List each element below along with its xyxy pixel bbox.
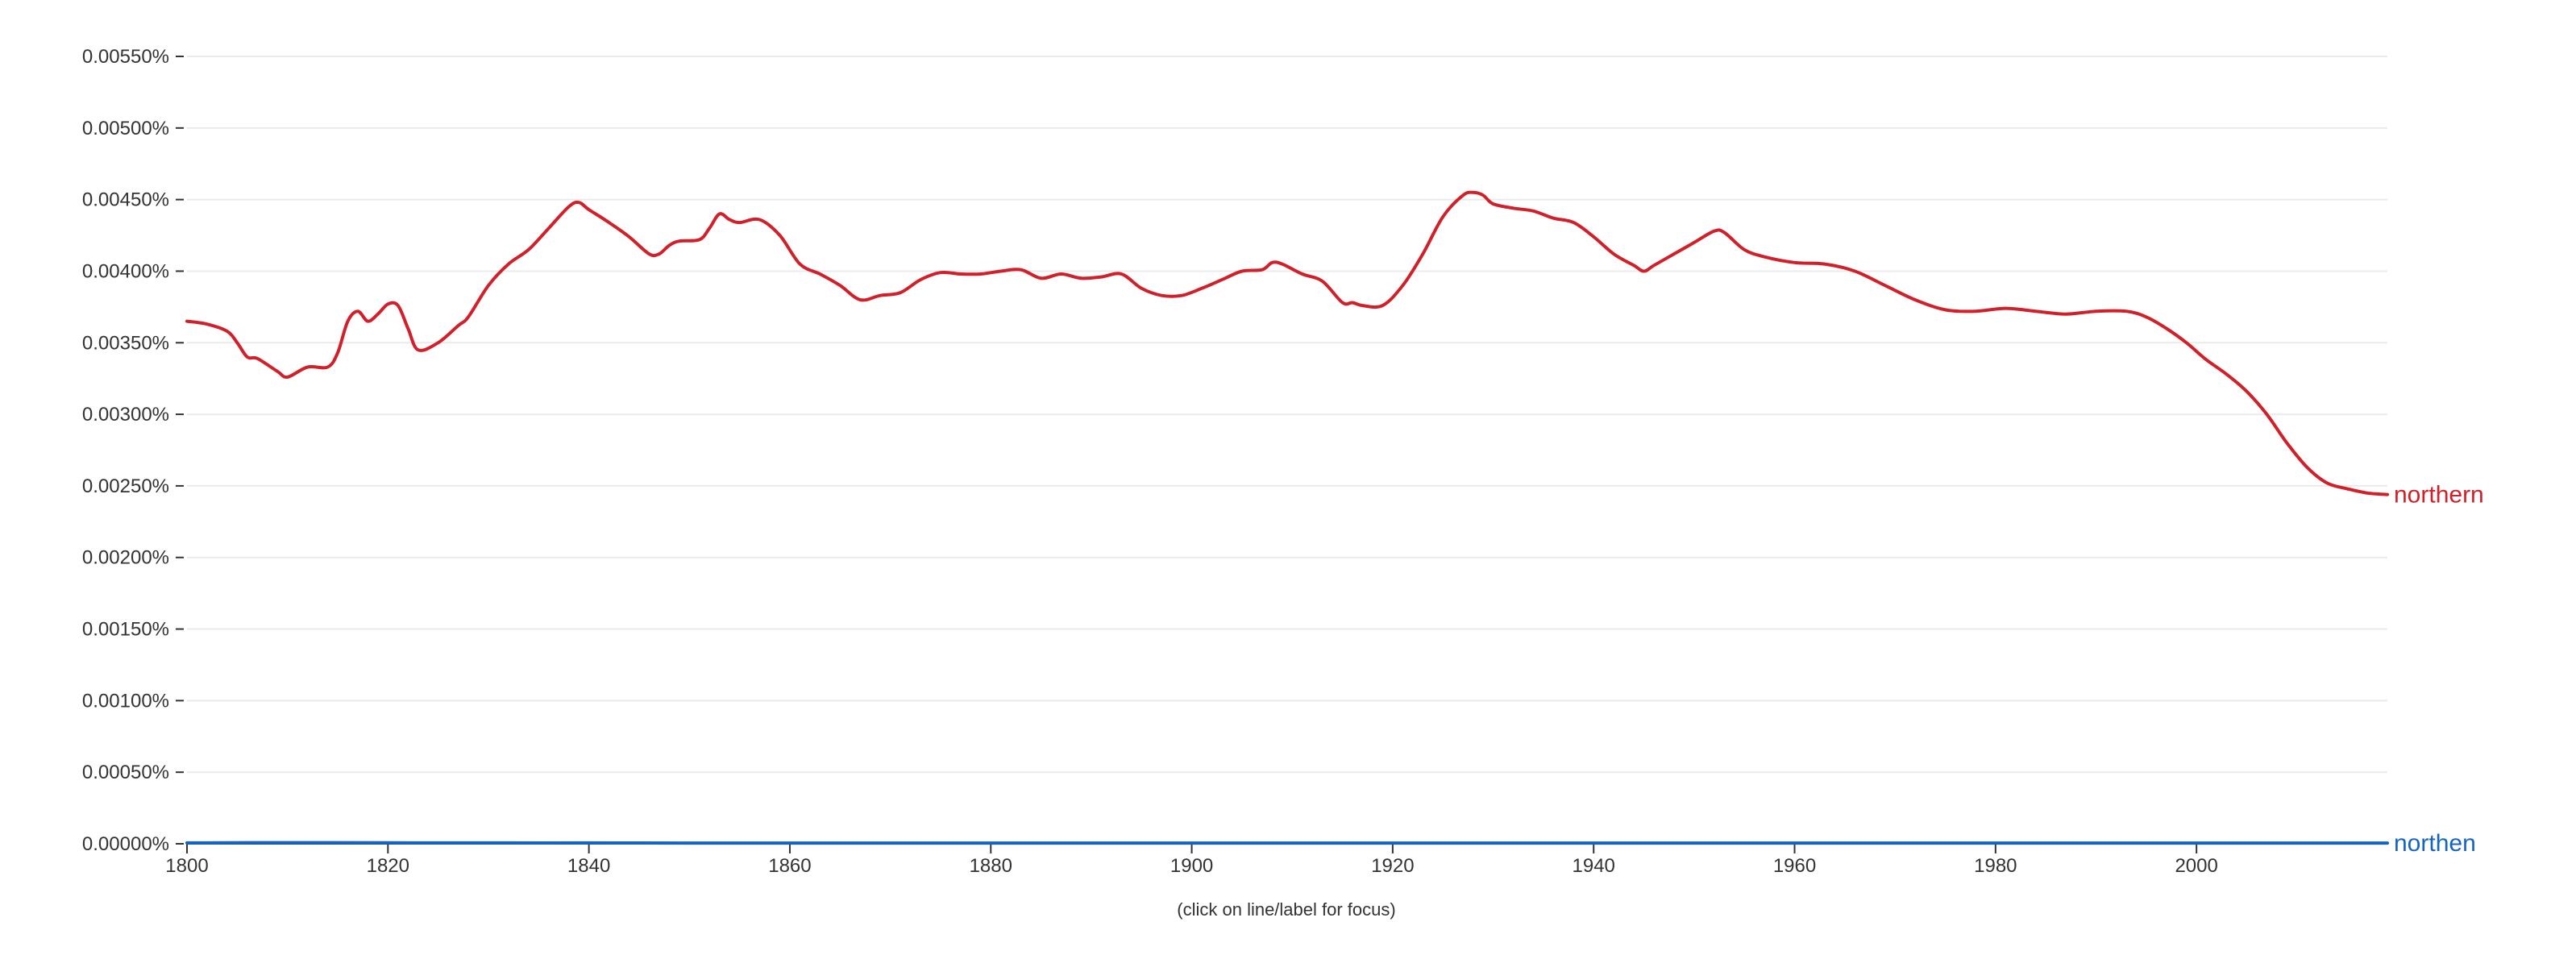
- y-tick-label: 0.00550%: [82, 46, 169, 68]
- y-tick-label: 0.00200%: [82, 547, 169, 569]
- focus-hint-text: (click on line/label for focus): [1177, 899, 1395, 920]
- axes: 0.00000% 0.00050% 0.00100% 0.00150% 0.00200%…: [82, 46, 2387, 877]
- x-tick-label: 2000: [2175, 855, 2217, 877]
- x-tick-label: 1860: [768, 855, 811, 877]
- x-tick-label: 1800: [165, 855, 208, 877]
- y-tick-label: 0.00050%: [82, 762, 169, 783]
- series-line-northern[interactable]: [185, 190, 2389, 496]
- y-tick-label: 0.00350%: [82, 332, 169, 354]
- x-tick-label: 1920: [1371, 855, 1414, 877]
- x-tick-label: 1900: [1170, 855, 1213, 877]
- y-tick-label: 0.00400%: [82, 260, 169, 282]
- x-tick-label: 1820: [367, 855, 409, 877]
- y-tick-label: 0.00450%: [82, 189, 169, 211]
- x-tick-label: 1980: [1974, 855, 2017, 877]
- x-tick-label: 1880: [970, 855, 1012, 877]
- series-label-northen[interactable]: northen: [2394, 830, 2476, 857]
- y-tick-label: 0.00000%: [82, 833, 169, 855]
- gridlines: [187, 56, 2387, 774]
- y-tick-label: 0.00300%: [82, 404, 169, 426]
- x-tick-label: 1960: [1773, 855, 1816, 877]
- y-tick-label: 0.00150%: [82, 619, 169, 641]
- y-tick-label: 0.00500%: [82, 118, 169, 139]
- series-label-northern[interactable]: northern: [2394, 482, 2484, 509]
- series-line-northen[interactable]: [185, 841, 2389, 845]
- x-tick-label: 1940: [1573, 855, 1615, 877]
- y-tick-label: 0.00100%: [82, 690, 169, 712]
- x-tick-label: 1840: [567, 855, 610, 877]
- series-lines: [185, 190, 2389, 845]
- y-tick-label: 0.00250%: [82, 475, 169, 497]
- series-labels: northern northen: [2394, 482, 2484, 857]
